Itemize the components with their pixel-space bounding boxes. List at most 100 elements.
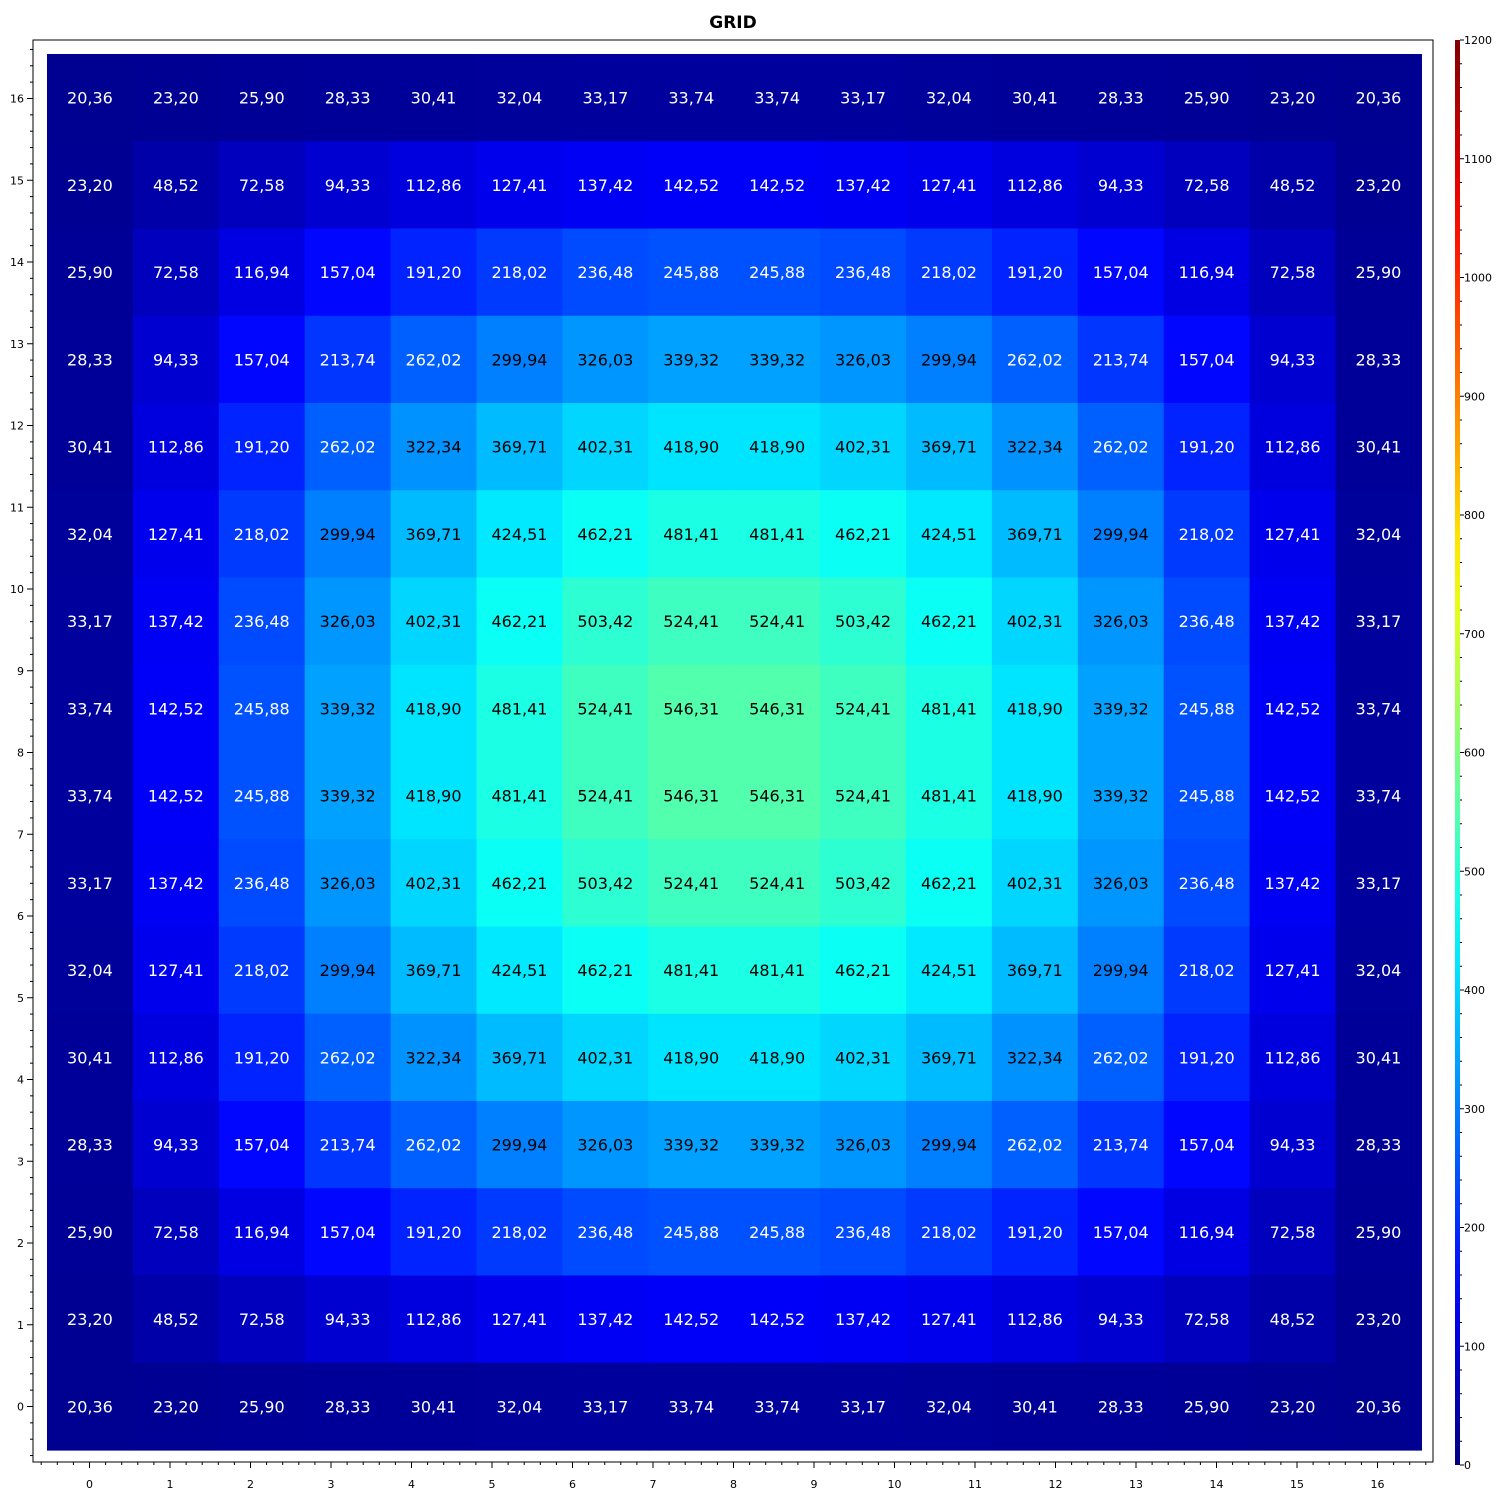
cell-value-label: 213,74: [1093, 1136, 1149, 1155]
cell-value-label: 326,03: [320, 874, 376, 893]
x-tick-label: 1: [167, 1478, 174, 1491]
heatmap-cell: [132, 926, 220, 1015]
cell-value-label: 418,90: [406, 699, 462, 718]
cell-value-label: 503,42: [577, 612, 633, 631]
cell-value-label: 48,52: [153, 176, 199, 195]
cell-value-label: 503,42: [835, 874, 891, 893]
cell-value-label: 218,02: [1179, 525, 1235, 544]
cell-value-label: 20,36: [67, 1397, 113, 1416]
cell-value-label: 299,94: [1093, 961, 1149, 980]
heatmap-cell: [1077, 926, 1165, 1015]
cell-value-label: 23,20: [1356, 1310, 1402, 1329]
heatmap-cell: [47, 490, 134, 579]
cell-value-label: 33,74: [668, 89, 714, 108]
heatmap-cell: [132, 664, 220, 753]
heatmap-cell: [562, 1275, 649, 1364]
heatmap-cell: [648, 1013, 735, 1102]
cell-value-label: 137,42: [835, 176, 891, 195]
colorbar-tick-label: 1000: [1464, 272, 1492, 285]
cell-value-label: 546,31: [749, 699, 805, 718]
cell-value-label: 25,90: [239, 89, 285, 108]
cell-value-label: 23,20: [153, 1397, 199, 1416]
cell-value-label: 424,51: [491, 961, 547, 980]
heatmap-cell: [390, 839, 478, 928]
colorbar-tick-label: 1200: [1464, 34, 1492, 47]
cell-value-label: 326,03: [835, 1136, 891, 1155]
cell-value-label: 524,41: [835, 699, 891, 718]
heatmap-cell: [476, 141, 563, 230]
cell-value-label: 33,74: [1356, 787, 1402, 806]
heatmap-cell: [991, 1188, 1079, 1277]
x-tick-label: 16: [1371, 1478, 1385, 1491]
heatmap-cell: [906, 1101, 993, 1189]
heatmap-cell: [906, 926, 993, 1015]
heatmap-cell: [734, 926, 821, 1015]
cell-value-label: 72,58: [1184, 1310, 1230, 1329]
cell-value-label: 28,33: [325, 1397, 371, 1416]
cell-value-label: 218,02: [1179, 961, 1235, 980]
heatmap-cell: [1249, 926, 1337, 1015]
cell-value-label: 30,41: [1356, 438, 1402, 457]
heatmap-cell: [218, 1101, 306, 1189]
cell-value-label: 299,94: [921, 350, 977, 369]
y-tick-label: 7: [17, 828, 24, 841]
heatmap-cell: [476, 577, 563, 666]
cell-value-label: 245,88: [663, 263, 719, 282]
cell-value-label: 157,04: [234, 350, 290, 369]
heatmap-cell: [132, 141, 220, 230]
cell-value-label: 94,33: [153, 350, 199, 369]
cell-value-label: 28,33: [67, 350, 113, 369]
cell-value-label: 23,20: [1270, 1397, 1316, 1416]
heatmap-cell: [304, 1188, 392, 1277]
heatmap-cell: [1077, 577, 1165, 666]
heatmap-cell: [47, 1362, 134, 1451]
heatmap-cell: [734, 752, 821, 840]
heatmap-cell: [47, 664, 134, 753]
cell-value-label: 369,71: [491, 438, 547, 457]
cell-value-label: 462,21: [921, 612, 977, 631]
heatmap-cell: [132, 490, 220, 579]
heatmap-cell: [1249, 315, 1337, 404]
heatmap-cell: [304, 1275, 392, 1364]
cell-value-label: 23,20: [67, 176, 113, 195]
heatmap-cell: [47, 315, 134, 404]
cell-value-label: 25,90: [1184, 1397, 1230, 1416]
cell-value-label: 112,86: [406, 176, 462, 195]
heatmap-cell: [906, 1362, 993, 1451]
cell-value-label: 157,04: [1179, 1136, 1235, 1155]
heatmap-cell: [1077, 228, 1165, 317]
heatmap-cell: [132, 315, 220, 404]
heatmap-cell: [562, 228, 649, 317]
cell-value-label: 339,32: [320, 699, 376, 718]
heatmap-cell: [304, 403, 392, 491]
heatmap-cell: [906, 577, 993, 666]
heatmap-cell: [1335, 664, 1422, 753]
heatmap-cell: [390, 926, 478, 1015]
cell-value-label: 33,17: [582, 89, 628, 108]
cell-value-label: 32,04: [1356, 961, 1402, 980]
cell-value-label: 28,33: [1356, 1136, 1402, 1155]
heatmap-cell: [906, 664, 993, 753]
cell-value-label: 524,41: [663, 874, 719, 893]
cell-value-label: 402,31: [1007, 612, 1063, 631]
heatmap-cell: [1335, 577, 1422, 666]
heatmap-cell: [390, 141, 478, 230]
heatmap-cell: [1163, 752, 1251, 840]
cell-value-label: 481,41: [663, 961, 719, 980]
cell-value-label: 402,31: [1007, 874, 1063, 893]
heatmap-cell: [476, 1101, 563, 1189]
cell-value-label: 30,41: [411, 89, 457, 108]
heatmap-cell: [476, 54, 563, 142]
cell-value-label: 213,74: [1093, 350, 1149, 369]
heatmap-cell: [1249, 752, 1337, 840]
heatmap-cell: [991, 664, 1079, 753]
cell-value-label: 191,20: [406, 1223, 462, 1242]
cell-value-label: 32,04: [67, 961, 113, 980]
cell-value-label: 418,90: [1007, 699, 1063, 718]
heatmap-cell: [648, 315, 735, 404]
cell-value-label: 137,42: [148, 874, 204, 893]
heatmap-cell: [648, 839, 735, 928]
heatmap-cell: [390, 228, 478, 317]
heatmap-cell: [1335, 1275, 1422, 1364]
heatmap-cell: [476, 403, 563, 491]
